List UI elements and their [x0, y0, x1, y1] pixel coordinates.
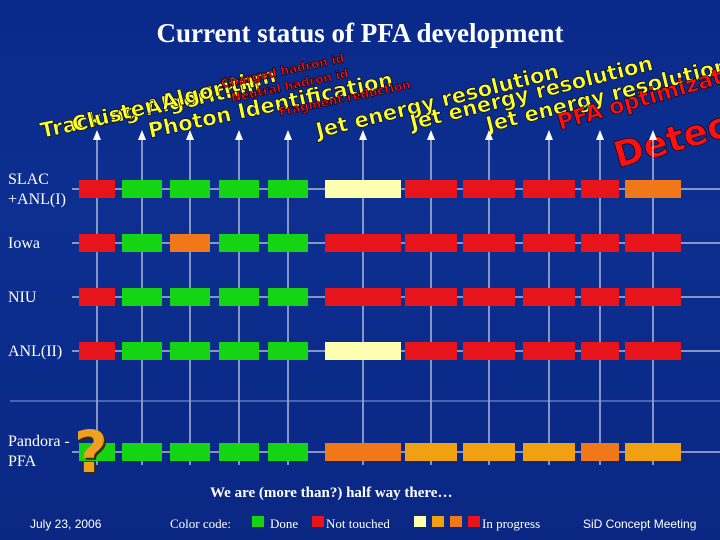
status-cell: [581, 443, 619, 461]
status-cell: [325, 180, 401, 198]
column-arrow-icon: [186, 130, 194, 140]
status-cell: [79, 288, 115, 306]
status-cell: [219, 288, 259, 306]
column-arrow-icon: [138, 130, 146, 140]
column-arrow-icon: [284, 130, 292, 140]
status-cell: [463, 342, 515, 360]
column-arrow-icon: [596, 130, 604, 140]
status-cell: [463, 288, 515, 306]
status-cell: [523, 234, 575, 252]
status-cell: [405, 443, 457, 461]
status-cell: [523, 180, 575, 198]
status-cell: [581, 180, 619, 198]
color-code-label: Color code:: [170, 516, 232, 531]
legend-progress-swatch-2: [432, 516, 444, 527]
question-mark-icon: ?: [74, 418, 108, 486]
legend-not-touched-swatch: [312, 516, 324, 527]
row-label-iowa: Iowa: [8, 235, 40, 252]
status-cell: [170, 443, 210, 461]
legend-progress-swatch-1: [414, 516, 426, 527]
status-cell: [122, 342, 162, 360]
column-arrow-icon: [485, 130, 493, 140]
status-cell: [325, 443, 401, 461]
status-cell: [463, 180, 515, 198]
status-cell: [625, 180, 681, 198]
status-cell: [325, 234, 401, 252]
status-cell: [523, 342, 575, 360]
status-cell: [581, 288, 619, 306]
status-cell: [268, 288, 308, 306]
status-cell: [219, 342, 259, 360]
status-cell: [405, 342, 457, 360]
status-cell: [405, 180, 457, 198]
status-cell: [463, 234, 515, 252]
column-arrow-icon: [93, 130, 101, 140]
legend-progress-swatch-4: [468, 516, 480, 527]
status-cell: [122, 288, 162, 306]
row-label-niu: NIU: [8, 289, 37, 306]
status-cell: [170, 234, 210, 252]
status-cell: [581, 342, 619, 360]
status-cell: [79, 180, 115, 198]
legend-done-swatch: [252, 516, 264, 527]
status-cell: [122, 234, 162, 252]
status-cell: [325, 342, 401, 360]
row-label-slac: SLAC +ANL(I): [8, 171, 66, 208]
status-cell: [170, 180, 210, 198]
page-title: Current status of PFA development: [156, 18, 564, 48]
status-cell: [268, 443, 308, 461]
status-cell: [170, 342, 210, 360]
status-cell: [122, 180, 162, 198]
footer-meeting: SiD Concept Meeting: [583, 517, 697, 531]
progress-note: We are (more than?) half way there…: [210, 485, 453, 501]
status-cell: [268, 342, 308, 360]
legend-progress-swatch-3: [450, 516, 462, 527]
column-arrow-icon: [427, 130, 435, 140]
status-cell: [268, 180, 308, 198]
legend-done-label: Done: [270, 516, 299, 531]
status-cell: [79, 443, 115, 461]
status-cell: [405, 234, 457, 252]
status-cell: [219, 443, 259, 461]
status-cell: [581, 234, 619, 252]
status-cell: [219, 234, 259, 252]
status-cell: [463, 443, 515, 461]
column-arrow-icon: [649, 130, 657, 140]
column-arrow-icon: [235, 130, 243, 140]
status-cell: [625, 443, 681, 461]
status-cell: [405, 288, 457, 306]
footer-date: July 23, 2006: [30, 517, 102, 531]
status-cell: [79, 234, 115, 252]
legend-not-touched-label: Not touched: [326, 516, 390, 531]
row-label-pandora: Pandora -PFA: [8, 433, 70, 470]
legend-in-progress-label: In progress: [482, 516, 541, 531]
status-cell: [219, 180, 259, 198]
status-cell: [79, 342, 115, 360]
status-cell: [625, 234, 681, 252]
status-cell: [122, 443, 162, 461]
status-cell: [325, 288, 401, 306]
status-cell: [268, 234, 308, 252]
status-cell: [625, 342, 681, 360]
status-cell: [170, 288, 210, 306]
column-arrow-icon: [359, 130, 367, 140]
row-label-anl2: ANL(II): [8, 343, 63, 360]
column-arrow-icon: [545, 130, 553, 140]
status-cell: [523, 443, 575, 461]
status-cell: [523, 288, 575, 306]
status-cell: [625, 288, 681, 306]
